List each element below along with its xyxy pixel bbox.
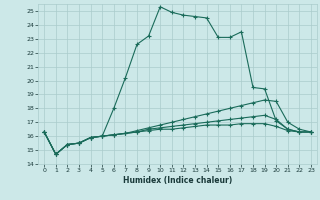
X-axis label: Humidex (Indice chaleur): Humidex (Indice chaleur) [123, 176, 232, 185]
